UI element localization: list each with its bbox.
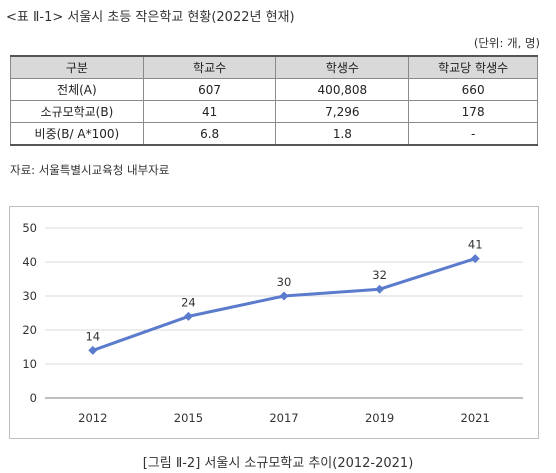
y-tick-label: 40 (22, 255, 37, 269)
summary-table: 구분 학교수 학생수 학교당 학생수 전체(A) 607 400,808 660… (10, 55, 538, 146)
line-chart: 0 10 20 30 40 50 2012 2015 2017 2019 2021 14 24 30 32 4… (22, 221, 523, 425)
data-label: 41 (468, 238, 483, 252)
table-cell: 41 (142, 100, 277, 123)
y-tick-label: 20 (22, 323, 37, 337)
data-label: 32 (372, 268, 387, 282)
chart-container: 0 10 20 30 40 50 2012 2015 2017 2019 2021 14 24 30 32 4… (9, 206, 539, 439)
data-point (88, 345, 98, 355)
y-tick-label: 50 (22, 221, 37, 235)
table-cell: 6.8 (142, 122, 277, 146)
series-line (92, 257, 476, 352)
x-tick-label: 2015 (174, 411, 203, 425)
table-row: 전체(A) 607 400,808 660 (10, 78, 538, 101)
table-cell: 400,808 (275, 78, 410, 101)
unit-note: (단위: 개, 명) (473, 36, 540, 50)
y-tick-label: 10 (22, 357, 37, 371)
table-cell: 178 (408, 100, 538, 123)
table-title: <표 Ⅱ-1> 서울시 초등 작은학교 현황(2022년 현재) (6, 10, 295, 25)
data-point (375, 284, 385, 294)
table-cell: 660 (408, 78, 538, 101)
table-cell: - (408, 122, 538, 146)
header-cell: 구분 (10, 55, 144, 79)
table-cell: 7,296 (275, 100, 410, 123)
table-cell: 607 (142, 78, 277, 101)
data-point (470, 254, 480, 264)
header-cell: 학교수 (142, 55, 277, 79)
table-cell: 1.8 (275, 122, 410, 146)
data-label: 14 (85, 329, 100, 343)
header-cell: 학생수 (275, 55, 410, 79)
y-tick-label: 0 (30, 391, 37, 405)
x-tick-label: 2019 (365, 411, 394, 425)
table-header-row: 구분 학교수 학생수 학교당 학생수 (10, 55, 538, 79)
header-cell: 학교당 학생수 (408, 55, 538, 79)
data-point (183, 311, 193, 321)
y-tick-label: 30 (22, 289, 37, 303)
table-row: 소규모학교(B) 41 7,296 178 (10, 100, 538, 123)
table-row: 비중(B/ A*100) 6.8 1.8 - (10, 122, 538, 146)
figure-caption: [그림 Ⅱ-2] 서울시 소규모학교 추이(2012-2021) (142, 456, 414, 471)
table-cell: 소규모학교(B) (10, 100, 144, 123)
x-tick-label: 2012 (78, 411, 107, 425)
table-cell: 전체(A) (10, 78, 144, 101)
x-tick-label: 2017 (269, 411, 298, 425)
x-tick-label: 2021 (461, 411, 490, 425)
table-cell: 비중(B/ A*100) (10, 122, 144, 146)
source-note: 자료: 서울특별시교육청 내부자료 (10, 163, 170, 177)
data-label: 24 (181, 295, 196, 309)
data-point (279, 291, 289, 301)
data-label: 30 (277, 275, 292, 289)
